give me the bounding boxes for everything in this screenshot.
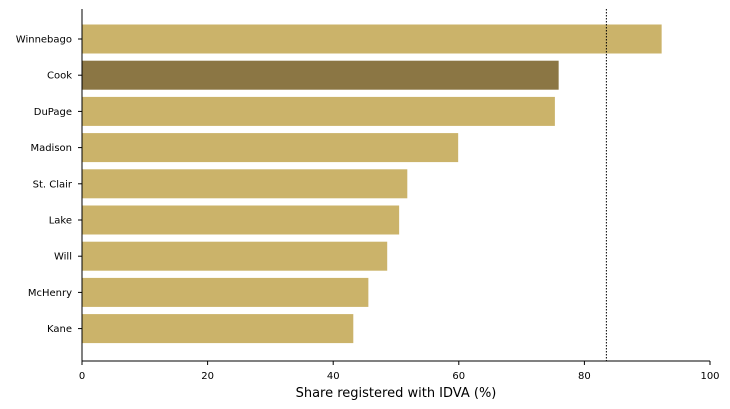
x-tick-label-80: 80 <box>578 371 591 382</box>
y-tick-label-winnebago: Winnebago <box>16 35 72 46</box>
y-tick-labels: Winnebago Cook DuPage Madison St. Clair Lake W… <box>16 35 82 335</box>
x-tick-label-100: 100 <box>700 371 719 382</box>
bar-winnebago <box>82 24 662 54</box>
y-tick-label-lake: Lake <box>49 216 72 227</box>
y-tick-label-madison: Madison <box>30 143 72 154</box>
y-tick-label-kane: Kane <box>47 324 72 335</box>
bars-group <box>82 24 662 344</box>
bar-kane <box>82 314 354 344</box>
bar-lake <box>82 205 400 235</box>
y-tick-label-cook: Cook <box>47 71 72 82</box>
y-tick-label-dupage: DuPage <box>34 107 72 118</box>
y-tick-label-mchenry: McHenry <box>28 288 72 299</box>
bar-madison <box>82 133 459 163</box>
bar-dupage <box>82 96 555 126</box>
bar-mchenry <box>82 277 369 307</box>
x-tick-label-40: 40 <box>327 371 340 382</box>
x-ticks: 0 20 40 60 80 100 <box>79 361 720 382</box>
y-tick-label-will: Will <box>54 252 72 263</box>
bar-cook <box>82 60 559 90</box>
x-axis-title: Share registered with IDVA (%) <box>296 386 497 401</box>
bar-will <box>82 241 388 271</box>
x-tick-label-60: 60 <box>452 371 465 382</box>
bar-st-clair <box>82 169 408 199</box>
y-tick-label-st-clair: St. Clair <box>33 179 73 190</box>
x-tick-label-0: 0 <box>79 371 85 382</box>
x-tick-label-20: 20 <box>201 371 214 382</box>
